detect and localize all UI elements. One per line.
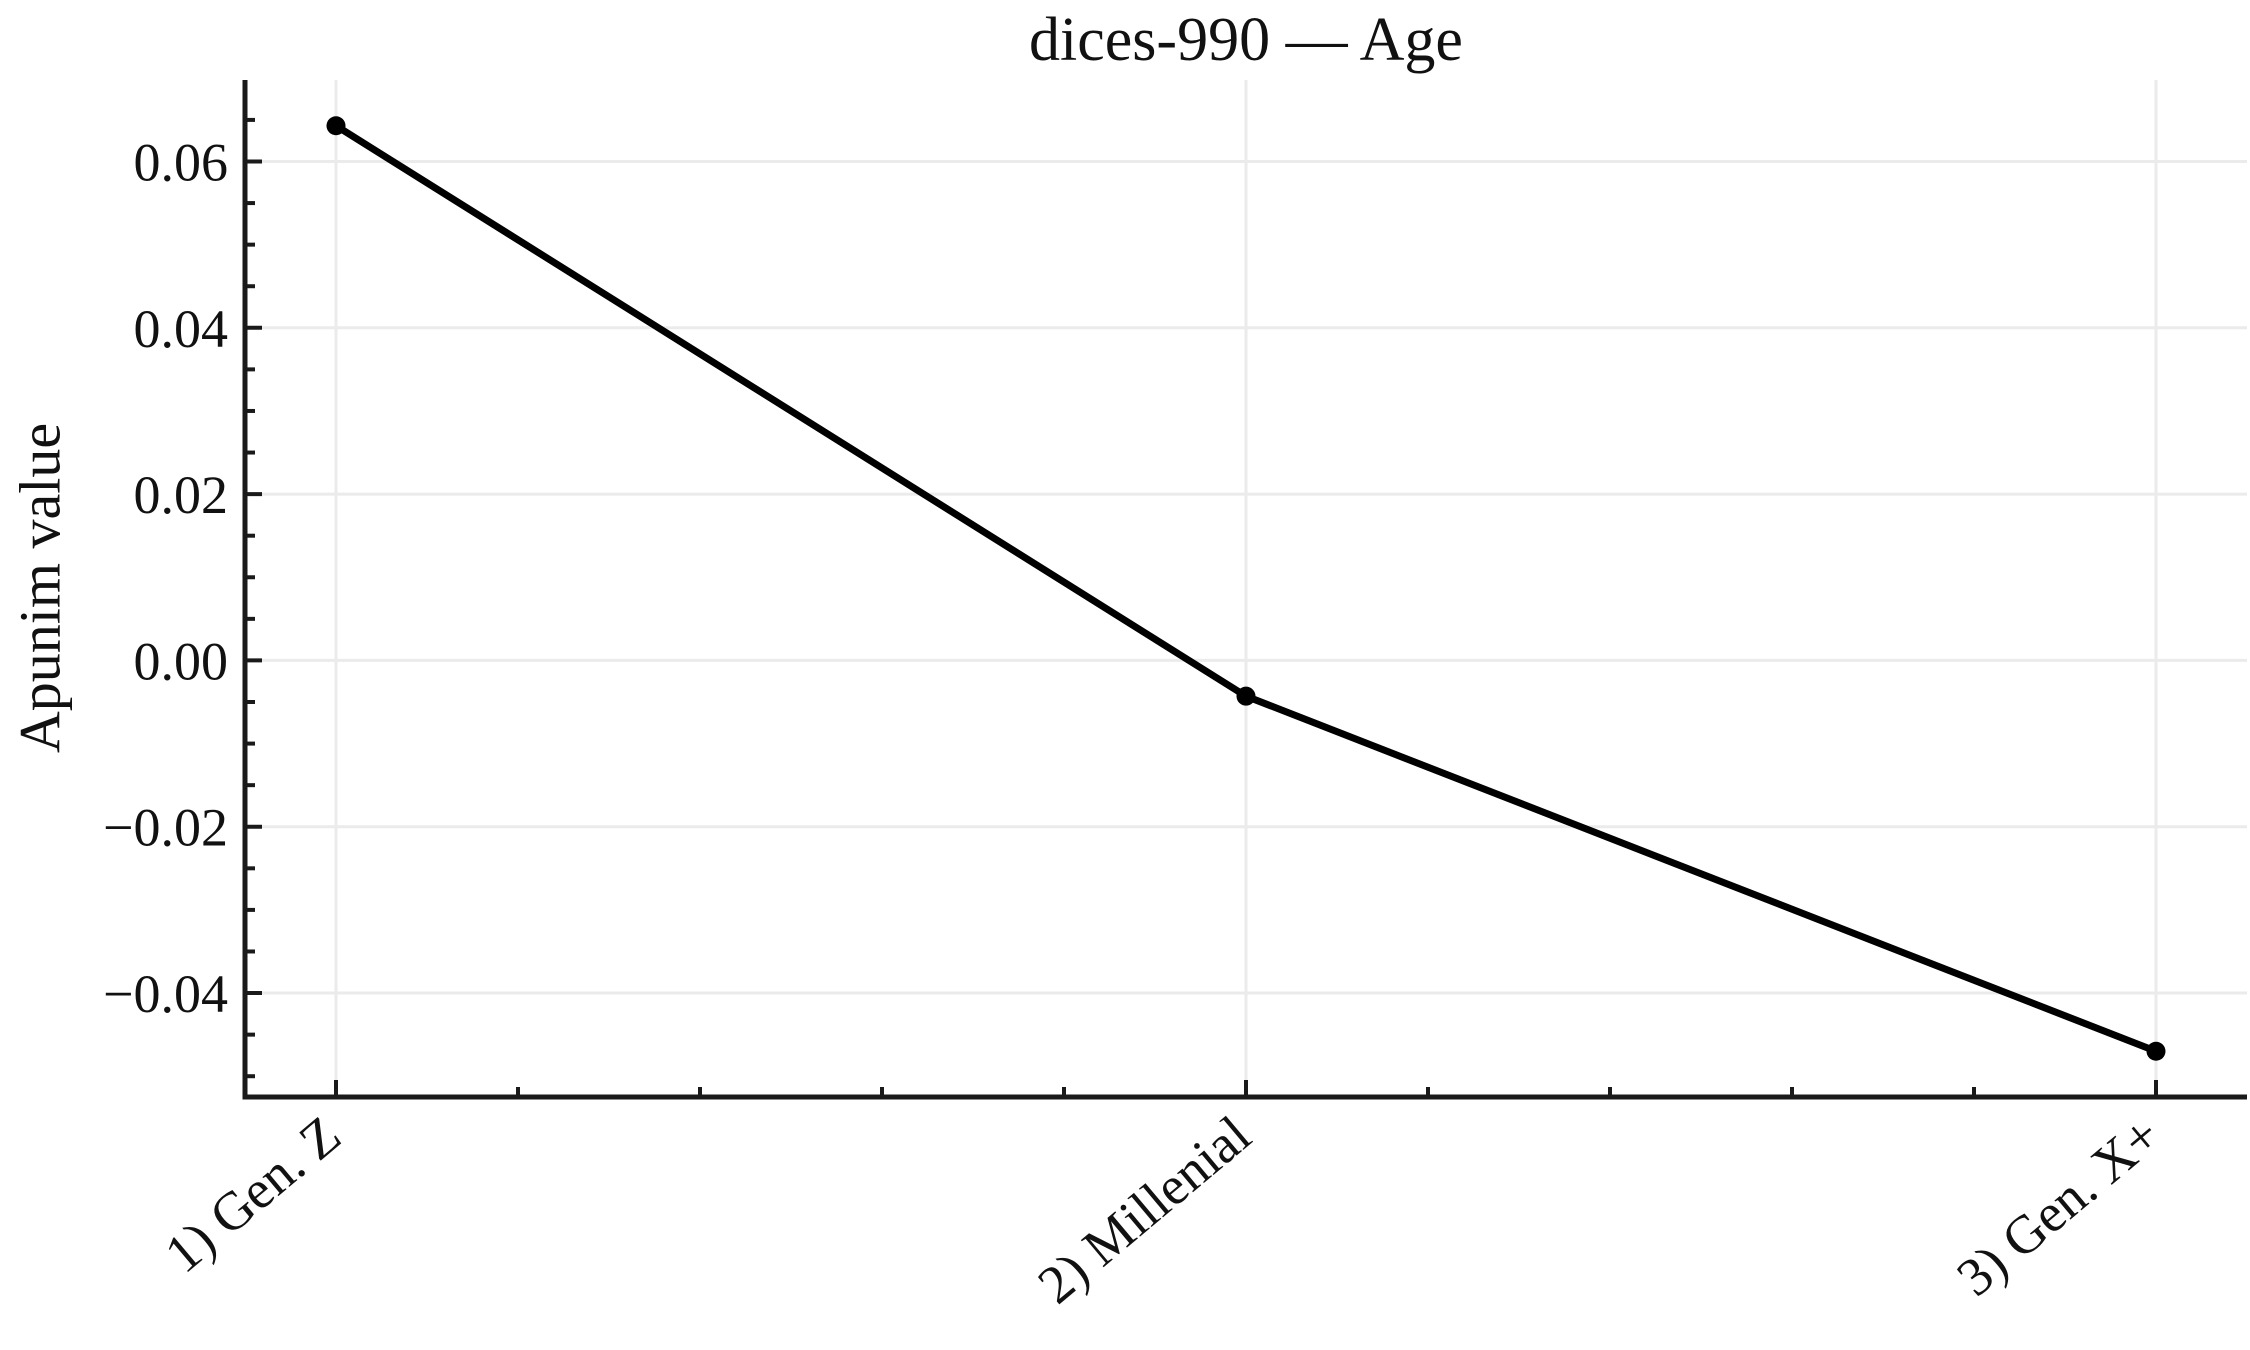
y-tick-label: −0.02 — [103, 798, 228, 858]
spines-layer — [242, 80, 2247, 1100]
y-tick-label: 0.00 — [134, 631, 229, 691]
series-layer — [326, 116, 2166, 1061]
data-point — [2146, 1041, 2166, 1061]
x-tick-label: 3) Gen. X+ — [1946, 1104, 2172, 1307]
data-point — [326, 116, 346, 136]
x-tick-label: 1) Gen. Z — [153, 1104, 351, 1284]
y-tick-label: −0.04 — [103, 964, 228, 1024]
y-tick-label: 0.06 — [134, 132, 229, 192]
y-tick-label: 0.02 — [134, 465, 229, 525]
y-tick-label: 0.04 — [134, 299, 229, 359]
x-tick-label: 2) Millenial — [1027, 1104, 1262, 1315]
gridlines-layer — [245, 80, 2247, 1097]
chart-title: dices-990 — Age — [1029, 6, 1463, 74]
data-point — [1236, 686, 1256, 706]
ticks-layer — [245, 117, 2158, 1097]
tick-labels-layer: 0.06 0.04 0.02 0.00 −0.02 −0.04 1) Gen. Z 2) Mi… — [103, 132, 2172, 1315]
